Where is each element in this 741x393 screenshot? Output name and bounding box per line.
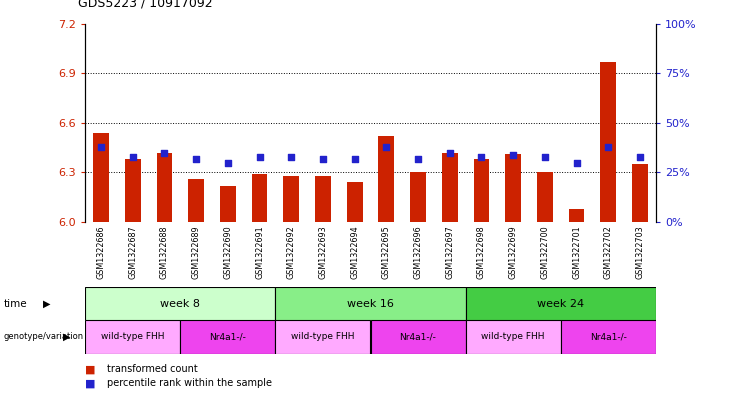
Point <box>444 149 456 156</box>
Bar <box>600 62 617 222</box>
Point <box>253 153 265 160</box>
Point <box>317 155 329 162</box>
Text: GSM1322695: GSM1322695 <box>382 225 391 279</box>
Text: GSM1322703: GSM1322703 <box>636 225 645 279</box>
Point <box>476 153 488 160</box>
Text: week 24: week 24 <box>537 299 584 309</box>
Text: GSM1322688: GSM1322688 <box>160 225 169 279</box>
Bar <box>283 176 299 222</box>
Text: GSM1322692: GSM1322692 <box>287 225 296 279</box>
Text: GSM1322686: GSM1322686 <box>96 225 105 279</box>
Text: GSM1322689: GSM1322689 <box>192 225 201 279</box>
Bar <box>252 174 268 222</box>
Text: time: time <box>4 299 27 309</box>
Text: week 8: week 8 <box>160 299 200 309</box>
Bar <box>505 154 521 222</box>
Point <box>380 143 392 150</box>
Point <box>349 155 361 162</box>
Text: GSM1322699: GSM1322699 <box>508 225 518 279</box>
Text: wild-type FHH: wild-type FHH <box>291 332 355 342</box>
Bar <box>85 320 180 354</box>
Point <box>571 159 582 165</box>
Bar <box>473 159 489 222</box>
Text: GSM1322696: GSM1322696 <box>413 225 422 279</box>
Text: ■: ■ <box>85 364 96 375</box>
Text: wild-type FHH: wild-type FHH <box>101 332 165 342</box>
Text: Nr4a1-/-: Nr4a1-/- <box>399 332 436 342</box>
Text: GSM1322700: GSM1322700 <box>540 225 549 279</box>
Text: GSM1322693: GSM1322693 <box>319 225 328 279</box>
Text: percentile rank within the sample: percentile rank within the sample <box>107 378 273 388</box>
Bar <box>220 185 236 222</box>
Text: GSM1322690: GSM1322690 <box>223 225 233 279</box>
Point <box>539 153 551 160</box>
Text: GSM1322687: GSM1322687 <box>128 225 137 279</box>
Bar <box>180 320 276 354</box>
Bar <box>442 152 458 222</box>
Text: GDS5223 / 10917092: GDS5223 / 10917092 <box>78 0 213 10</box>
Point <box>190 155 202 162</box>
Point <box>285 153 297 160</box>
Text: GSM1322694: GSM1322694 <box>350 225 359 279</box>
Bar <box>315 176 331 222</box>
Bar <box>568 209 585 222</box>
Text: ■: ■ <box>85 378 96 388</box>
Bar <box>124 159 141 222</box>
Point <box>602 143 614 150</box>
Bar <box>465 287 656 320</box>
Bar <box>379 136 394 222</box>
Text: wild-type FHH: wild-type FHH <box>482 332 545 342</box>
Text: GSM1322702: GSM1322702 <box>604 225 613 279</box>
Point <box>507 151 519 158</box>
Bar <box>347 182 362 222</box>
Bar <box>276 320 370 354</box>
Text: GSM1322691: GSM1322691 <box>255 225 264 279</box>
Bar <box>93 133 109 222</box>
Point <box>222 159 233 165</box>
Bar <box>561 320 656 354</box>
Text: ▶: ▶ <box>43 299 50 309</box>
Bar <box>465 320 561 354</box>
Text: ▶: ▶ <box>63 332 70 342</box>
Bar <box>188 179 204 222</box>
Bar <box>410 173 426 222</box>
Point <box>159 149 170 156</box>
Point <box>412 155 424 162</box>
Text: Nr4a1-/-: Nr4a1-/- <box>210 332 246 342</box>
Text: GSM1322701: GSM1322701 <box>572 225 581 279</box>
Text: transformed count: transformed count <box>107 364 198 375</box>
Text: Nr4a1-/-: Nr4a1-/- <box>590 332 627 342</box>
Text: GSM1322697: GSM1322697 <box>445 225 454 279</box>
Bar <box>632 164 648 222</box>
Text: GSM1322698: GSM1322698 <box>477 225 486 279</box>
Point <box>127 153 139 160</box>
Text: week 16: week 16 <box>347 299 394 309</box>
Bar <box>276 287 465 320</box>
Bar <box>156 152 173 222</box>
Bar <box>370 320 465 354</box>
Point <box>634 153 646 160</box>
Bar <box>537 173 553 222</box>
Text: genotype/variation: genotype/variation <box>4 332 84 342</box>
Point <box>95 143 107 150</box>
Bar <box>85 287 276 320</box>
